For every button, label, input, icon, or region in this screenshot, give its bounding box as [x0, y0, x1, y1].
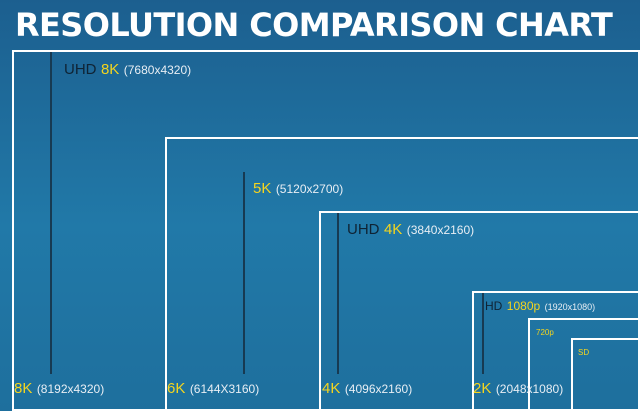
label-hd-1080p: HD 1080p (1920x1080)	[485, 299, 596, 313]
label-4k-dci: 4K (4096x2160)	[322, 380, 413, 397]
uhd-8k-line	[50, 52, 52, 374]
label-720p: 720p	[536, 328, 554, 337]
label-sd: SD	[578, 348, 590, 357]
label-6k: 6K (6144X3160)	[167, 380, 260, 397]
uhd-4k-line	[337, 213, 339, 374]
label-uhd-8k: UHD 8K (7680x4320)	[64, 61, 192, 78]
label-2k: 2K (2048x1080)	[473, 380, 564, 397]
hd-1080p-line	[482, 293, 484, 374]
label-5k: 5K (5120x2700)	[253, 180, 344, 197]
5k-line	[243, 172, 245, 374]
resolution-box-sd	[571, 338, 640, 411]
label-8k-dci: 8K (8192x4320)	[14, 380, 105, 397]
label-uhd-4k: UHD 4K (3840x2160)	[347, 221, 475, 238]
page-title: RESOLUTION COMPARISON CHART	[15, 6, 613, 44]
